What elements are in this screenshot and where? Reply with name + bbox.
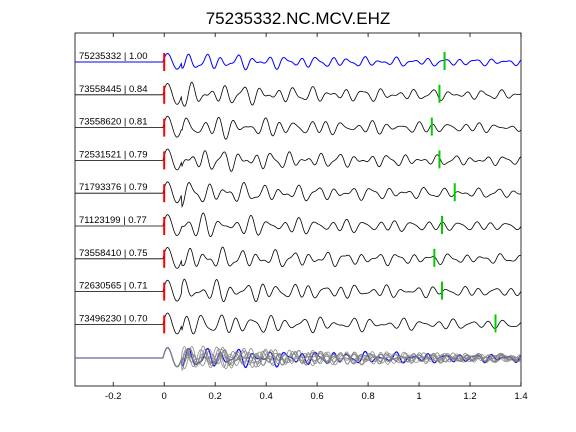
x-tick-label: -0.2 [105,391,121,402]
x-tick-label: 1 [416,391,421,402]
trace-line-71793376 [75,181,521,208]
trace-line-73558620 [75,115,522,140]
trace-line-71123199 [75,212,522,238]
trace-line-72630565 [75,278,522,303]
x-tick-label: 1.2 [463,391,476,402]
picks-group [163,52,497,334]
traces-group [75,52,522,335]
x-tick-label: 0.2 [209,391,222,402]
trace-line-75235332 [75,52,522,71]
x-tick-label: 0.6 [311,391,324,402]
x-tick-label: 0.4 [260,391,273,402]
trace-label-73558445: 73558445 | 0.84 [79,84,148,95]
trace-label-71793376: 71793376 | 0.79 [79,182,148,193]
trace-line-73558445 [75,81,521,107]
x-tick-label: 0.8 [361,391,374,402]
trace-labels-group: 75235332 | 1.00 73558445 | 0.84 73558620 |… [79,51,148,324]
trace-label-72531521: 72531521 | 0.79 [79,149,148,160]
trace-label-75235332: 75235332 | 1.00 [79,51,148,62]
chart-title: 75235332.NC.MCV.EHZ [206,9,391,28]
trace-line-73558410 [75,246,521,269]
trace-line-73496230 [75,312,522,335]
trace-label-72630565: 72630565 | 0.71 [79,281,148,292]
plot-area-frame [74,32,522,387]
stack-group [75,345,522,372]
x-tick-label: 0 [162,391,167,402]
trace-label-71123199: 71123199 | 0.77 [79,215,147,226]
x-axis: -0.2 0 0.2 0.4 0.6 0.8 1 1.2 1.4 [105,33,528,402]
stack-trace-9 [75,347,522,368]
trace-label-73558620: 73558620 | 0.81 [79,117,148,128]
x-tick-label: 1.4 [514,391,527,402]
trace-label-73496230: 73496230 | 0.70 [79,313,148,324]
trace-line-72531521 [75,148,522,172]
trace-label-73558410: 73558410 | 0.75 [79,248,148,259]
